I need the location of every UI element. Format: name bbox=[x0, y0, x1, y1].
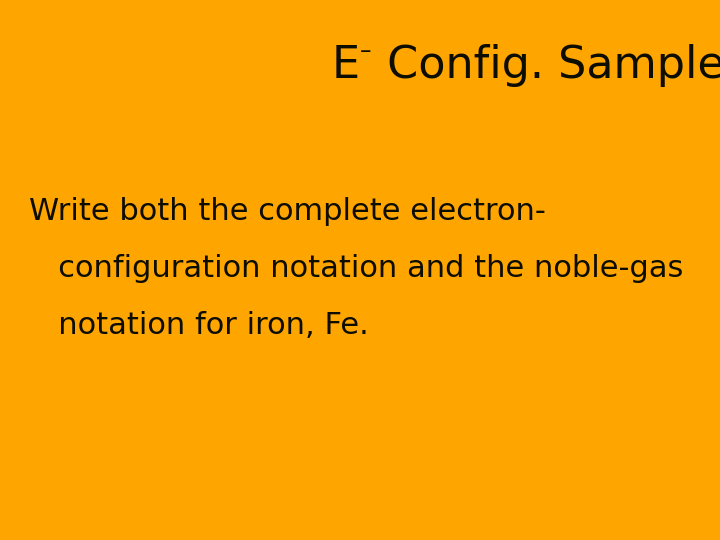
Text: Config. Sample 1: Config. Sample 1 bbox=[373, 44, 720, 87]
Text: notation for iron, Fe.: notation for iron, Fe. bbox=[29, 310, 369, 340]
Text: Write both the complete electron-: Write both the complete electron- bbox=[29, 197, 546, 226]
Text: –: – bbox=[360, 40, 372, 63]
Text: E: E bbox=[332, 44, 360, 87]
Text: configuration notation and the noble-gas: configuration notation and the noble-gas bbox=[29, 254, 683, 283]
